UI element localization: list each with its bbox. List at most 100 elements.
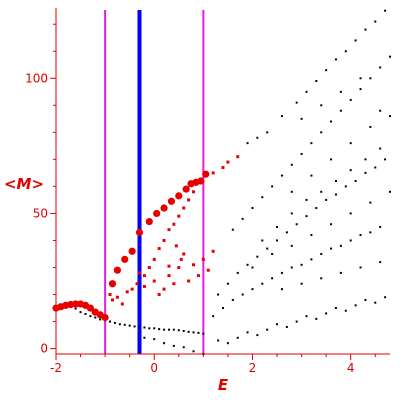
red-small-point (221, 165, 225, 169)
black-point (330, 223, 333, 226)
black-point (236, 271, 239, 274)
black-point (369, 231, 372, 234)
black-point (300, 263, 303, 266)
red-small-point (192, 190, 196, 194)
black-point (236, 336, 239, 339)
red-small-point (135, 282, 139, 286)
black-point (364, 28, 367, 31)
black-point (320, 277, 323, 280)
black-point (320, 190, 323, 193)
black-point (349, 212, 352, 215)
black-point (359, 88, 362, 91)
red-large-point (86, 304, 94, 312)
black-point (349, 239, 352, 242)
black-point (246, 331, 249, 334)
x-tick-label: -2 (50, 361, 62, 375)
black-point (325, 312, 328, 315)
black-point (379, 147, 382, 150)
red-small-point (147, 266, 151, 269)
black-point (276, 225, 279, 228)
black-point (374, 20, 377, 23)
black-point (330, 158, 333, 161)
black-point (226, 342, 229, 345)
black-point (310, 174, 313, 177)
black-point (280, 174, 283, 177)
black-point (344, 309, 347, 312)
black-point (379, 225, 382, 228)
black-point (231, 298, 234, 301)
black-point (305, 315, 308, 318)
black-point (364, 298, 367, 301)
black-point (295, 320, 298, 323)
black-point (153, 327, 156, 330)
black-point (384, 158, 387, 161)
black-point (310, 258, 313, 261)
red-small-point (157, 293, 161, 297)
red-large-point (135, 228, 144, 236)
black-point (295, 223, 298, 226)
black-point (163, 342, 166, 345)
black-point (197, 331, 200, 334)
black-point (389, 55, 391, 58)
black-point (74, 307, 77, 310)
black-point (320, 104, 323, 107)
red-small-point (167, 264, 171, 268)
red-small-point (108, 293, 112, 297)
black-point (163, 328, 166, 331)
black-point (192, 350, 195, 353)
black-point (266, 131, 269, 134)
black-point (271, 277, 274, 280)
red-small-point (162, 287, 166, 291)
black-point (128, 324, 131, 327)
black-point (84, 312, 87, 315)
black-point (325, 198, 328, 201)
black-point (315, 207, 318, 210)
red-small-point (211, 249, 215, 253)
x-axis-label: E (218, 376, 229, 394)
y-axis-label: <M> (4, 175, 44, 193)
black-point (354, 39, 357, 42)
red-small-point (187, 279, 191, 283)
black-point (369, 125, 372, 128)
y-tick-label: 0 (40, 342, 48, 356)
red-small-point (182, 206, 186, 210)
black-point (246, 142, 249, 145)
red-small-point (226, 160, 230, 164)
black-point (123, 323, 126, 326)
black-point (261, 282, 264, 285)
black-point (172, 328, 175, 331)
black-point (177, 329, 180, 332)
black-point (143, 326, 146, 329)
red-large-point (160, 204, 168, 212)
red-large-point (128, 247, 136, 255)
black-point (187, 330, 190, 333)
black-point (349, 142, 352, 145)
black-point (315, 79, 318, 82)
black-point (251, 288, 254, 291)
red-small-point (177, 214, 181, 218)
red-large-point (113, 266, 121, 274)
black-point (285, 231, 288, 234)
black-point (300, 282, 303, 285)
black-point (280, 288, 283, 291)
black-point (192, 331, 195, 334)
black-point (266, 247, 269, 250)
black-point (359, 77, 362, 80)
black-point (315, 317, 318, 320)
black-point (246, 263, 249, 266)
black-point (118, 323, 121, 326)
black-point (354, 180, 357, 182)
black-point (290, 266, 293, 269)
black-point (202, 332, 205, 335)
red-large-point (197, 177, 205, 185)
black-point (89, 315, 92, 318)
black-point (266, 328, 269, 331)
black-point (256, 334, 259, 337)
black-point (271, 252, 274, 255)
black-point (320, 252, 323, 255)
red-small-point (196, 274, 200, 278)
black-point (241, 293, 244, 296)
x-tick-label: 0 (150, 361, 158, 375)
